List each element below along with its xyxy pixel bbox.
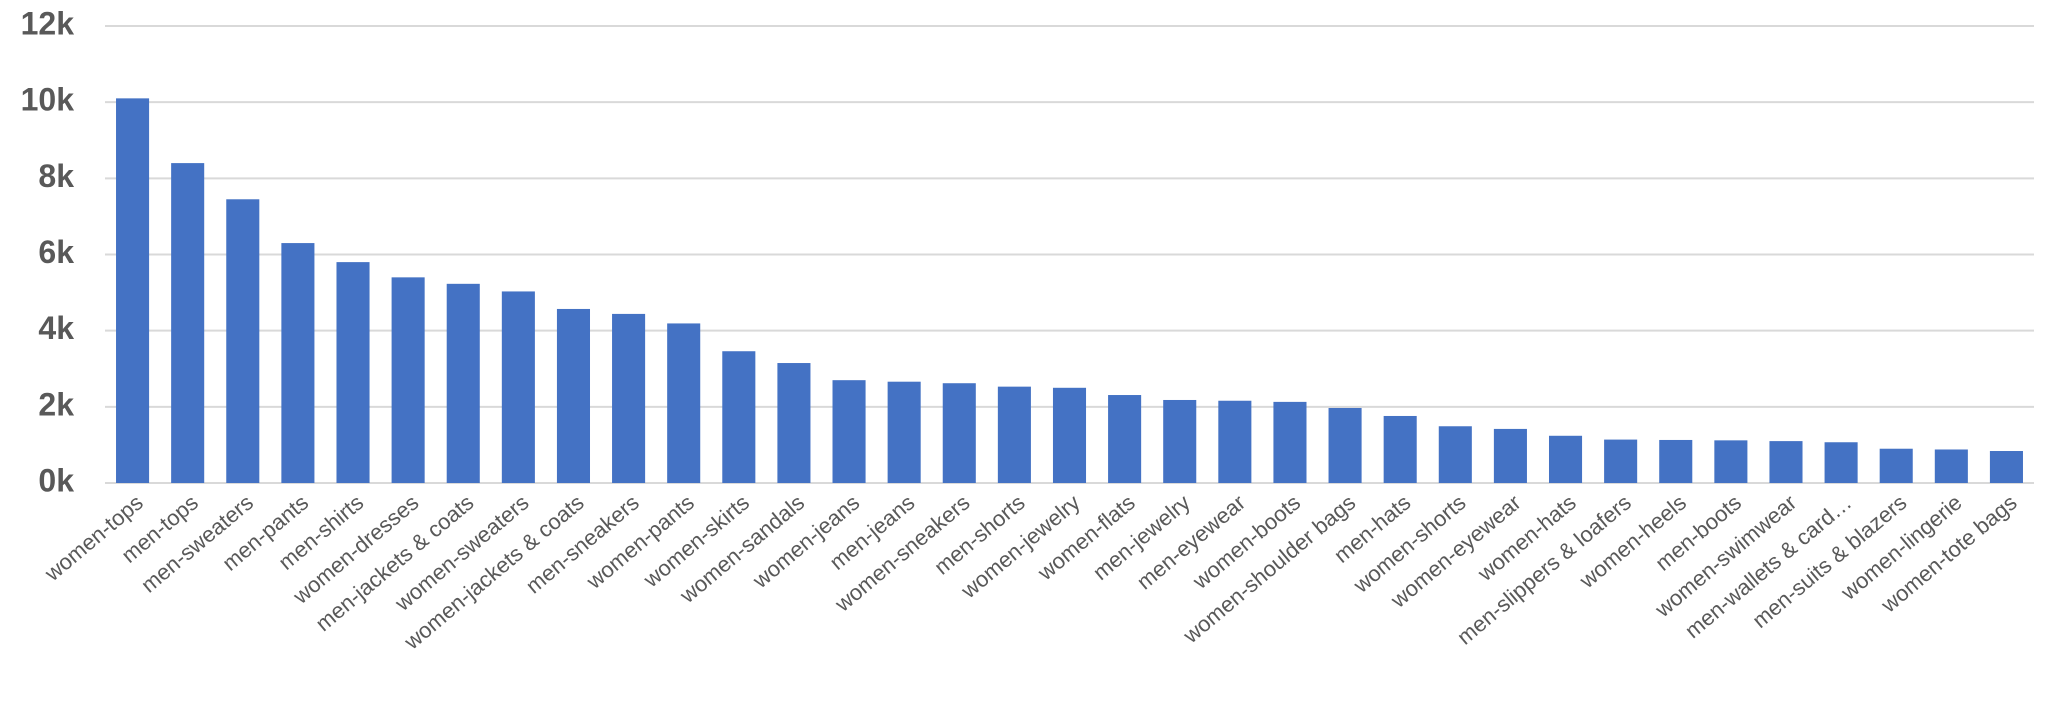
bar	[116, 98, 150, 483]
bar	[1218, 400, 1252, 483]
y-tick-label: 0k	[38, 462, 74, 498]
bar	[336, 262, 370, 483]
bar	[446, 283, 480, 483]
bar	[1438, 426, 1472, 483]
bar	[942, 383, 976, 483]
bar	[1163, 399, 1197, 483]
bar	[1108, 395, 1142, 483]
bar	[1659, 439, 1693, 483]
bar	[1824, 442, 1858, 483]
bar	[1328, 407, 1362, 483]
y-tick-label: 10k	[21, 82, 75, 118]
y-tick-label: 2k	[38, 386, 74, 422]
bar	[612, 313, 646, 483]
bar	[1273, 401, 1307, 483]
bar	[1714, 440, 1748, 483]
bar	[722, 351, 756, 483]
y-tick-label: 12k	[21, 5, 75, 41]
bar	[281, 243, 315, 483]
bar	[1383, 415, 1417, 483]
bar	[1548, 435, 1583, 483]
bar	[887, 381, 921, 483]
bar	[1604, 439, 1638, 483]
y-tick-label: 6k	[38, 234, 74, 270]
bar	[1879, 448, 1913, 483]
y-tick-label: 4k	[38, 310, 74, 346]
bar	[556, 308, 591, 483]
bar	[667, 323, 701, 483]
bar	[226, 199, 260, 483]
bar	[171, 163, 205, 483]
bar	[1989, 451, 2023, 483]
bar	[1769, 441, 1803, 483]
bar	[501, 291, 535, 483]
bar	[1934, 449, 1968, 483]
bar	[1493, 428, 1527, 483]
bar	[1052, 387, 1087, 483]
bar	[997, 386, 1031, 483]
bar	[391, 277, 425, 483]
bar	[777, 363, 811, 483]
bar	[832, 380, 866, 483]
y-tick-label: 8k	[38, 158, 74, 194]
